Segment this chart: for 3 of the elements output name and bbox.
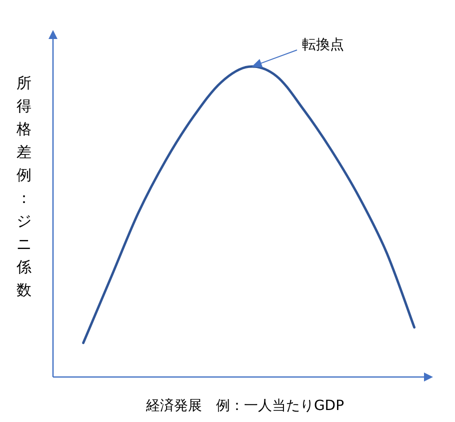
annotation: 転換点 [302,37,344,53]
xlabel: 経済発展 例：一人当たりGDP [146,398,344,414]
ylabel: 所得格差例：ジニ係数 [16,73,32,301]
